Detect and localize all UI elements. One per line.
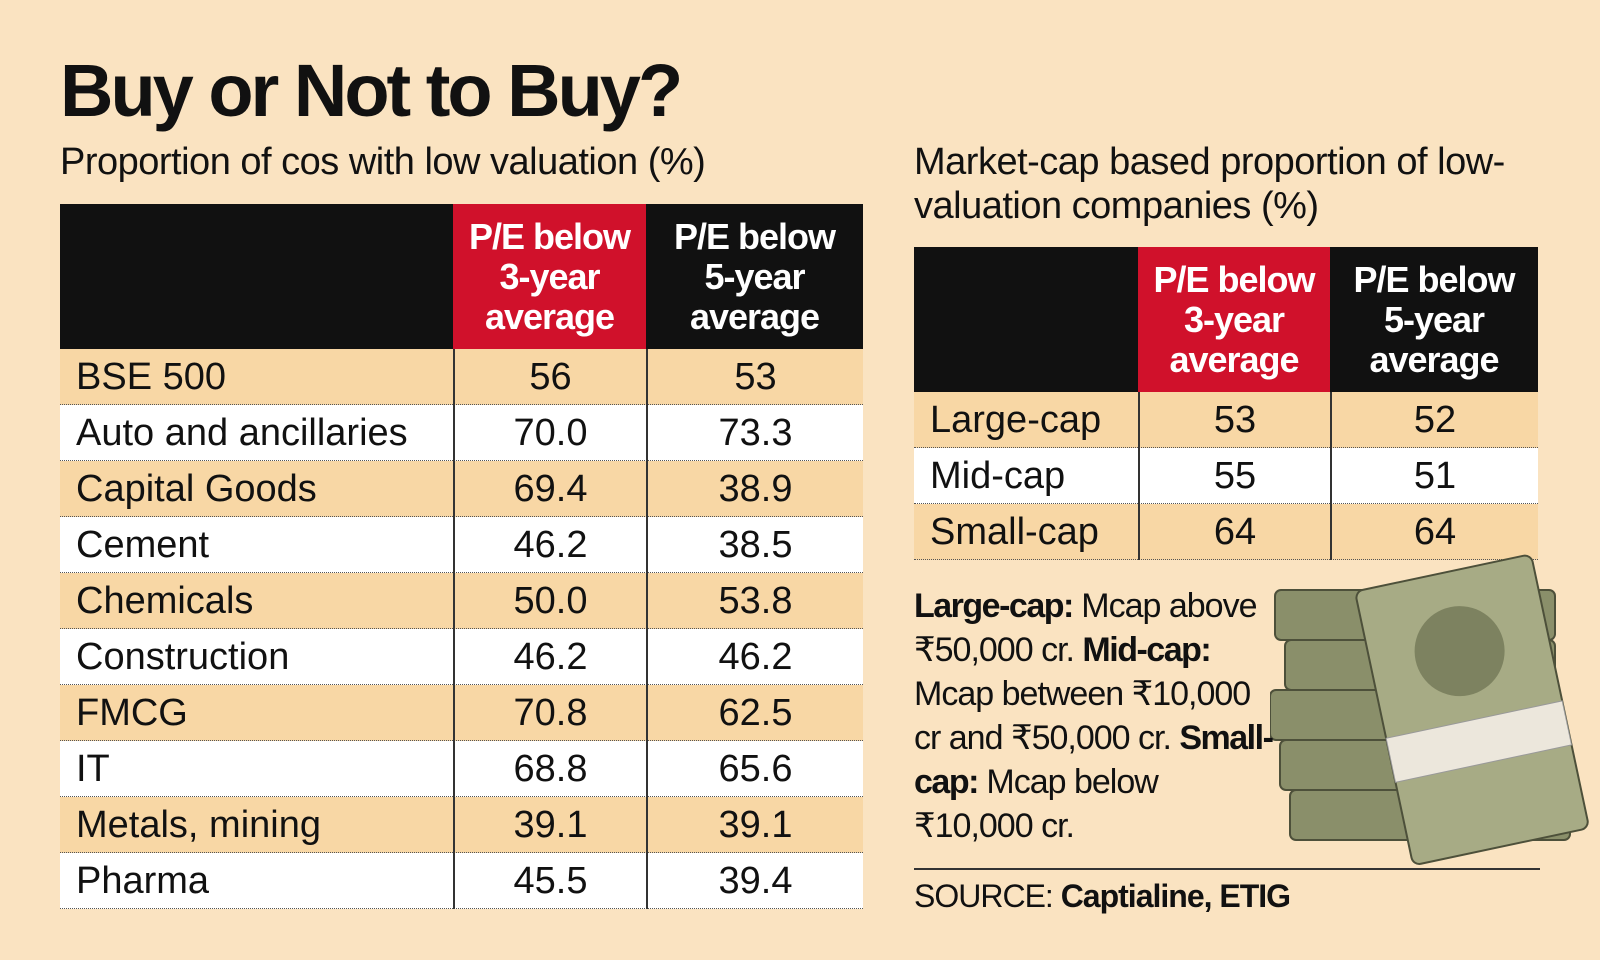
row-label: Auto and ancillaries <box>76 412 408 454</box>
left-subtitle: Proportion of cos with low valuation (%) <box>60 141 706 183</box>
cell-value: 70.8 <box>453 685 646 741</box>
column-header-line: 3-year <box>499 255 600 297</box>
cell-value: 46.2 <box>646 629 863 685</box>
table-row: Mid-cap 55 51 <box>914 448 1538 504</box>
source: SOURCE: Captialine, ETIG <box>914 878 1291 915</box>
cell-value: 62.5 <box>646 685 863 741</box>
table-row: Small-cap 64 64 <box>914 504 1538 560</box>
row-label: Cement <box>76 524 210 566</box>
row-label: Pharma <box>76 860 210 902</box>
cell-value: 38.9 <box>646 461 863 517</box>
source-text: Captialine, ETIG <box>1060 878 1291 914</box>
table-row: Auto and ancillaries 70.0 73.3 <box>60 405 863 461</box>
column-header: P/E below 5-year average <box>646 204 863 349</box>
row-label: Capital Goods <box>76 468 317 510</box>
column-header-line: P/E below <box>1353 258 1515 300</box>
source-label: SOURCE: <box>914 878 1054 914</box>
table-row: Capital Goods 69.4 38.9 <box>60 461 863 517</box>
column-header-line: average <box>1169 338 1299 380</box>
cell-value: 53.8 <box>646 573 863 629</box>
note-text: Mcap below ₹10,000 cr. <box>914 763 1159 845</box>
row-label: Mid-cap <box>930 455 1066 497</box>
money-illustration <box>1270 554 1589 865</box>
cell-value: 64 <box>1330 504 1538 560</box>
column-header-line: 3-year <box>1183 298 1285 340</box>
column-header-line: 5-year <box>1383 298 1485 340</box>
note-term: Large-cap: <box>914 587 1074 625</box>
column-header: P/E below 5-year average <box>1330 247 1538 392</box>
table-row: FMCG 70.8 62.5 <box>60 685 863 741</box>
row-label: FMCG <box>76 692 188 734</box>
table-row: IT 68.8 65.6 <box>60 741 863 797</box>
column-header-line: average <box>1369 338 1499 380</box>
column-header: P/E below 3-year average <box>453 204 646 349</box>
cell-value: 39.4 <box>646 853 863 909</box>
cell-value: 50.0 <box>453 573 646 629</box>
cell-value: 64 <box>1138 504 1330 560</box>
table-row: Construction 46.2 46.2 <box>60 629 863 685</box>
column-header-line: average <box>689 295 820 337</box>
right-subtitle: Market-cap based proportion of low-valua… <box>914 141 1505 227</box>
cell-value: 70.0 <box>453 405 646 461</box>
cell-value: 52 <box>1330 392 1538 448</box>
row-label: Construction <box>76 636 290 678</box>
table-row: BSE 500 56 53 <box>60 349 863 405</box>
title: Buy or Not to Buy? <box>60 49 683 132</box>
cell-value: 53 <box>1138 392 1330 448</box>
column-header: P/E below 3-year average <box>1138 247 1330 392</box>
cell-value: 46.2 <box>453 517 646 573</box>
row-label: IT <box>76 748 110 790</box>
note-term: Small-cap: <box>914 719 1274 801</box>
cell-value: 51 <box>1330 448 1538 504</box>
cell-value: 73.3 <box>646 405 863 461</box>
cell-value: 39.1 <box>453 797 646 853</box>
row-label: Metals, mining <box>76 804 321 846</box>
row-label: Large-cap <box>930 399 1102 441</box>
cell-value: 53 <box>646 349 863 405</box>
cell-value: 68.8 <box>453 741 646 797</box>
notes: Large-cap: Mcap above ₹50,000 cr. Mid-ca… <box>914 584 1284 848</box>
cell-value: 45.5 <box>453 853 646 909</box>
table-row: Metals, mining 39.1 39.1 <box>60 797 863 853</box>
note-term: Mid-cap: <box>1082 631 1211 669</box>
table-row: Chemicals 50.0 53.8 <box>60 573 863 629</box>
column-header-line: P/E below <box>1153 258 1315 300</box>
table-header: P/E below 3-year average P/E below 5-year ave… <box>914 247 1538 392</box>
cell-value: 65.6 <box>646 741 863 797</box>
table-header: P/E below 3-year average P/E below 5-year ave… <box>60 204 863 349</box>
table-row: Large-cap 53 52 <box>914 392 1538 448</box>
note-text: Mcap between ₹10,000 cr and ₹50,000 cr. <box>914 675 1251 757</box>
table-row: Cement 46.2 38.5 <box>60 517 863 573</box>
cell-value: 69.4 <box>453 461 646 517</box>
cell-value: 56 <box>453 349 646 405</box>
note-text: Mcap above ₹50,000 cr. <box>914 587 1258 669</box>
row-label: BSE 500 <box>76 356 226 398</box>
row-label: Small-cap <box>930 511 1099 553</box>
column-header-line: average <box>484 295 615 337</box>
column-header-line: 5-year <box>704 255 805 297</box>
table-row: Pharma 45.5 39.4 <box>60 853 863 909</box>
row-label: Chemicals <box>76 580 254 622</box>
column-header-line: P/E below <box>468 215 631 257</box>
cell-value: 46.2 <box>453 629 646 685</box>
source-rule <box>914 868 1540 870</box>
cell-value: 39.1 <box>646 797 863 853</box>
cell-value: 55 <box>1138 448 1330 504</box>
cell-value: 38.5 <box>646 517 863 573</box>
column-header-line: P/E below <box>673 215 836 257</box>
